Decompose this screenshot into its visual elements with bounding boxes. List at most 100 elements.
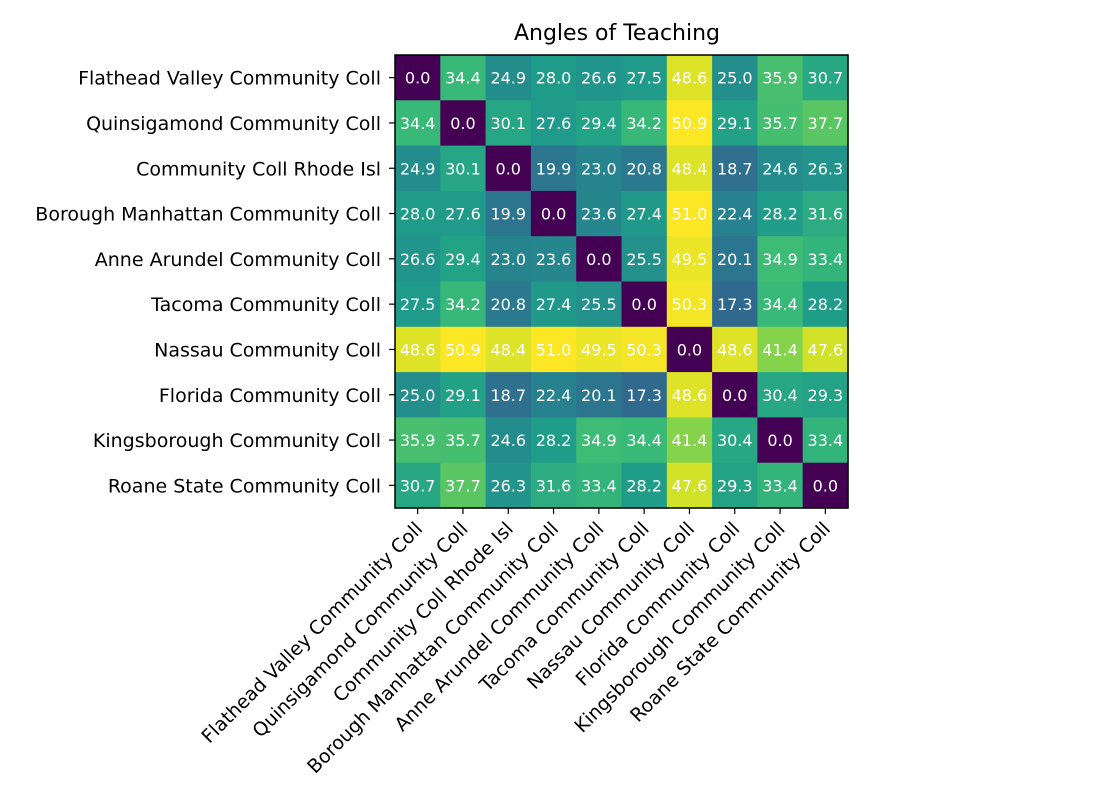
heatmap-cell bbox=[757, 326, 804, 373]
cell-value-label: 30.7 bbox=[400, 476, 436, 495]
heatmap-cell bbox=[757, 372, 804, 418]
cell-value-label: 29.1 bbox=[717, 114, 753, 133]
heatmap-cell bbox=[802, 372, 849, 418]
heatmap-cell bbox=[666, 326, 713, 373]
y-tick-label: Florida Community Coll bbox=[159, 385, 381, 407]
cell-value-label: 28.2 bbox=[626, 476, 662, 495]
heatmap-cell bbox=[621, 326, 668, 373]
cell-value-label: 48.6 bbox=[672, 69, 708, 88]
y-tick-label: Community Coll Rhode Isl bbox=[136, 158, 381, 180]
cell-value-label: 37.7 bbox=[445, 476, 481, 495]
cell-value-label: 0.0 bbox=[767, 431, 792, 450]
cell-value-label: 48.6 bbox=[672, 386, 708, 405]
cell-value-label: 25.0 bbox=[400, 386, 436, 405]
cell-value-label: 30.7 bbox=[808, 69, 844, 88]
cell-value-label: 50.3 bbox=[626, 340, 662, 359]
cell-value-label: 29.4 bbox=[445, 250, 481, 269]
x-axis: Flathead Valley Community CollQuinsigamo… bbox=[197, 508, 835, 778]
cell-value-label: 41.4 bbox=[672, 431, 708, 450]
cell-value-label: 48.6 bbox=[400, 340, 436, 359]
cell-value-label: 30.4 bbox=[717, 431, 753, 450]
cell-value-label: 34.9 bbox=[762, 250, 798, 269]
heatmap-cell bbox=[440, 55, 487, 101]
heatmap-cell bbox=[802, 55, 849, 101]
heatmap-cell bbox=[712, 417, 758, 464]
cell-value-label: 19.9 bbox=[536, 159, 572, 178]
y-tick-label: Flathead Valley Community Coll bbox=[78, 68, 381, 90]
heatmap-cell bbox=[712, 326, 758, 373]
cell-value-label: 26.6 bbox=[400, 250, 436, 269]
heatmap-cell bbox=[712, 462, 758, 509]
cell-value-label: 47.6 bbox=[672, 476, 708, 495]
cell-value-label: 0.0 bbox=[450, 114, 475, 133]
y-tick-label: Quinsigamond Community Coll bbox=[86, 113, 381, 135]
heatmap-cell bbox=[530, 372, 577, 418]
heatmap-cell bbox=[621, 417, 668, 464]
heatmap-cell bbox=[440, 462, 487, 509]
heatmap-cell bbox=[757, 100, 804, 147]
cell-value-label: 27.5 bbox=[400, 295, 436, 314]
heatmap-cell-labels: 0.0 34.4 24.9 28.0 26.6 27.5 48.6 25.0 35.9 30.7 3… bbox=[400, 69, 843, 496]
heatmap-cell bbox=[576, 55, 623, 101]
cell-value-label: 24.9 bbox=[490, 69, 526, 88]
cell-value-label: 50.9 bbox=[672, 114, 708, 133]
heatmap-cell bbox=[485, 281, 532, 328]
cell-value-label: 24.9 bbox=[400, 159, 436, 178]
cell-value-label: 35.9 bbox=[762, 69, 798, 88]
heatmap-cell bbox=[485, 372, 532, 418]
cell-value-label: 28.2 bbox=[808, 295, 844, 314]
heatmap-cell bbox=[666, 372, 713, 418]
cell-value-label: 50.9 bbox=[445, 340, 481, 359]
heatmap-cell bbox=[757, 55, 804, 101]
cell-value-label: 26.3 bbox=[490, 476, 526, 495]
cell-value-label: 27.4 bbox=[626, 205, 662, 224]
y-tick-label: Borough Manhattan Community Coll bbox=[35, 204, 381, 226]
heatmap-cell bbox=[666, 236, 713, 283]
cell-value-label: 28.2 bbox=[762, 205, 798, 224]
cell-value-label: 51.0 bbox=[536, 340, 572, 359]
heatmap-cell bbox=[666, 55, 713, 101]
cell-value-label: 27.4 bbox=[536, 295, 572, 314]
heatmap-cell bbox=[712, 55, 758, 101]
heatmap-cell bbox=[440, 326, 487, 373]
heatmap-cell bbox=[485, 236, 532, 283]
cell-value-label: 23.0 bbox=[581, 159, 617, 178]
heatmap-cell bbox=[576, 417, 623, 464]
cell-value-label: 30.1 bbox=[490, 114, 526, 133]
heatmap-cell bbox=[395, 462, 441, 509]
cell-value-label: 47.6 bbox=[808, 340, 844, 359]
heatmap-cell bbox=[621, 462, 668, 509]
heatmap-cell bbox=[576, 372, 623, 418]
cell-value-label: 0.0 bbox=[586, 250, 611, 269]
cell-value-label: 17.3 bbox=[717, 295, 753, 314]
heatmap-cell bbox=[395, 190, 441, 237]
heatmap-cell bbox=[576, 190, 623, 237]
cell-value-label: 41.4 bbox=[762, 340, 798, 359]
cell-value-label: 17.3 bbox=[626, 386, 662, 405]
cell-value-label: 23.6 bbox=[581, 205, 617, 224]
heatmap-cell bbox=[530, 326, 577, 373]
heatmap-cell bbox=[576, 326, 623, 373]
heatmap-cell bbox=[530, 100, 577, 147]
cell-value-label: 34.2 bbox=[626, 114, 662, 133]
cell-value-label: 18.7 bbox=[490, 386, 526, 405]
heatmap-cell bbox=[757, 417, 804, 464]
heatmap-cell bbox=[802, 462, 849, 509]
heatmap-cell bbox=[395, 326, 441, 373]
cell-value-label: 50.3 bbox=[672, 295, 708, 314]
cell-value-label: 28.0 bbox=[400, 205, 436, 224]
heatmap-cell bbox=[485, 326, 532, 373]
cell-value-label: 25.5 bbox=[626, 250, 662, 269]
heatmap-cell bbox=[530, 190, 577, 237]
cell-value-label: 20.8 bbox=[626, 159, 662, 178]
cell-value-label: 22.4 bbox=[717, 205, 753, 224]
heatmap-cell bbox=[576, 281, 623, 328]
heatmap-cell bbox=[802, 417, 849, 464]
heatmap-cell bbox=[757, 145, 804, 192]
heatmap-cell bbox=[712, 372, 758, 418]
cell-value-label: 48.4 bbox=[672, 159, 708, 178]
cell-value-label: 0.0 bbox=[496, 159, 521, 178]
y-axis: Flathead Valley Community Coll Quinsigamo… bbox=[35, 68, 395, 497]
heatmap-cell bbox=[530, 281, 577, 328]
